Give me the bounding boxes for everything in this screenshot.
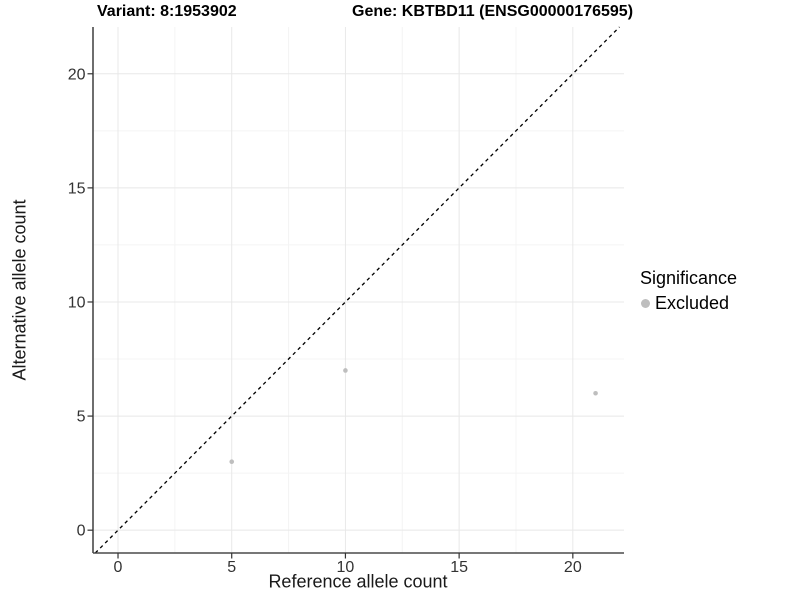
y-tick-label: 0 [77,523,86,540]
data-point [343,368,348,373]
x-tick-label: 15 [450,559,468,576]
data-point [229,459,235,465]
data-point [593,390,598,396]
x-tick-label: 10 [337,559,355,576]
y-tick-label: 15 [68,180,86,197]
x-tick-label: 0 [114,559,123,576]
legend: Significance Excluded [640,268,737,314]
plot-title-gene: Gene: KBTBD11 (ENSG00000176595) [352,3,634,20]
y-axis-title: Alternative allele count [9,199,30,381]
legend-item-label: Excluded [655,293,730,313]
plot-title-variant: Variant: 8:1953902 [97,3,237,20]
x-tick-label: 5 [227,559,236,576]
x-axis-title: Reference allele count [268,571,448,592]
y-tick-label: 10 [68,294,86,311]
identity-line [94,26,620,554]
x-tick-label: 20 [564,559,582,576]
legend-title: Significance [640,268,738,288]
y-tick-label: 5 [77,409,86,426]
y-tick-label: 20 [68,66,86,83]
legend-item-excluded: Excluded [641,293,737,314]
legend-point-icon [641,299,650,308]
